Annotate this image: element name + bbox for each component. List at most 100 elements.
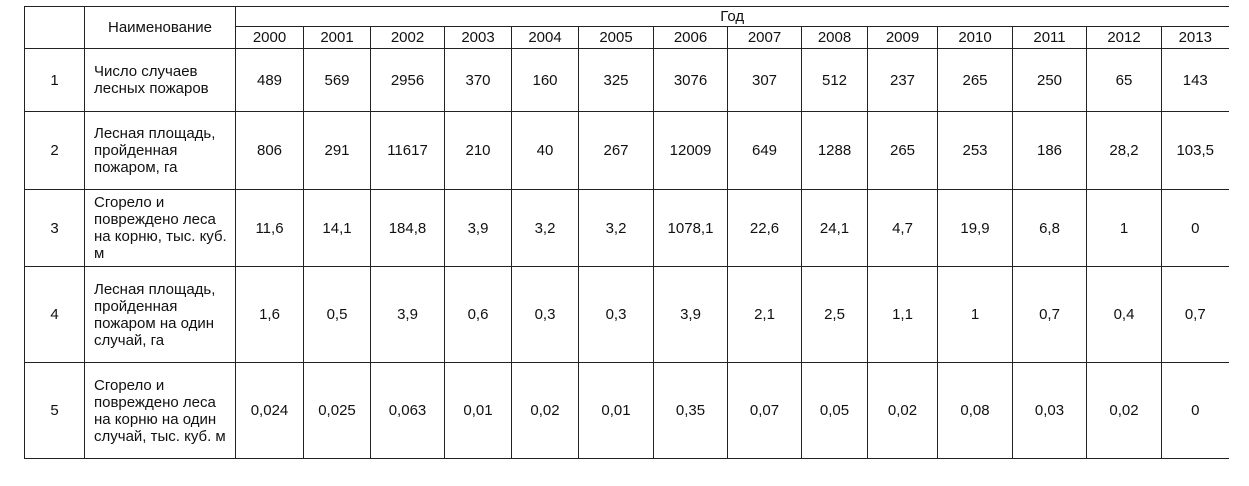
value-cell: 0,025 <box>303 362 371 459</box>
row-number: 2 <box>24 111 85 190</box>
value-cell: 0,02 <box>867 362 938 459</box>
year-header: 2007 <box>727 26 802 49</box>
year-header: 2010 <box>937 26 1013 49</box>
value-cell: 1 <box>1086 189 1162 267</box>
value-cell: 0,02 <box>1086 362 1162 459</box>
row-name: Сгорело и повреждено леса на корню, тыс.… <box>84 189 236 267</box>
value-cell: 210 <box>444 111 512 190</box>
value-cell: 0,5 <box>303 266 371 363</box>
value-cell: 0,01 <box>444 362 512 459</box>
row-name: Сгорело и повреждено леса на корню на од… <box>84 362 236 459</box>
value-cell: 1078,1 <box>653 189 728 267</box>
row-number: 3 <box>24 189 85 267</box>
index-header <box>24 6 85 49</box>
value-cell: 291 <box>303 111 371 190</box>
value-cell: 0,3 <box>511 266 579 363</box>
value-cell: 265 <box>937 48 1013 112</box>
value-cell: 24,1 <box>801 189 868 267</box>
row-name: Лесная площадь, пройденная пожаром на од… <box>84 266 236 363</box>
value-cell: 3076 <box>653 48 728 112</box>
table-row: 2 Лесная площадь, пройденная пожаром, га 8… <box>24 111 1229 190</box>
value-cell: 11,6 <box>235 189 304 267</box>
row-number: 1 <box>24 48 85 112</box>
value-cell: 0 <box>1161 362 1229 459</box>
value-cell: 3,2 <box>511 189 579 267</box>
value-cell: 0,07 <box>727 362 802 459</box>
value-cell: 370 <box>444 48 512 112</box>
year-header: 2006 <box>653 26 728 49</box>
year-header: 2013 <box>1161 26 1229 49</box>
year-header: 2005 <box>578 26 654 49</box>
value-cell: 6,8 <box>1012 189 1087 267</box>
value-cell: 4,7 <box>867 189 938 267</box>
value-cell: 250 <box>1012 48 1087 112</box>
name-header: Наименование <box>84 6 236 49</box>
year-group-header: Год <box>235 6 1229 27</box>
value-cell: 0,08 <box>937 362 1013 459</box>
value-cell: 307 <box>727 48 802 112</box>
year-header: 2004 <box>511 26 579 49</box>
value-cell: 267 <box>578 111 654 190</box>
years-header-row: 2000 2001 2002 2003 2004 2005 2006 2007 2008 2009… <box>25 26 1229 49</box>
value-cell: 40 <box>511 111 579 190</box>
year-header: 2012 <box>1086 26 1162 49</box>
value-cell: 2956 <box>370 48 445 112</box>
year-header: 2008 <box>801 26 868 49</box>
fire-statistics-table: Наименование Год 2000 2001 2002 2003 2004 200… <box>24 6 1229 459</box>
value-cell: 265 <box>867 111 938 190</box>
value-cell: 253 <box>937 111 1013 190</box>
value-cell: 1,6 <box>235 266 304 363</box>
year-header: 2011 <box>1012 26 1087 49</box>
value-cell: 14,1 <box>303 189 371 267</box>
year-header: 2001 <box>303 26 371 49</box>
value-cell: 3,9 <box>370 266 445 363</box>
value-cell: 0,7 <box>1161 266 1229 363</box>
value-cell: 649 <box>727 111 802 190</box>
value-cell: 0,4 <box>1086 266 1162 363</box>
value-cell: 1 <box>937 266 1013 363</box>
row-name: Лесная площадь, пройденная пожаром, га <box>84 111 236 190</box>
value-cell: 65 <box>1086 48 1162 112</box>
value-cell: 11617 <box>370 111 445 190</box>
value-cell: 237 <box>867 48 938 112</box>
value-cell: 0,063 <box>370 362 445 459</box>
value-cell: 2,5 <box>801 266 868 363</box>
value-cell: 0,03 <box>1012 362 1087 459</box>
value-cell: 2,1 <box>727 266 802 363</box>
value-cell: 0,35 <box>653 362 728 459</box>
value-cell: 569 <box>303 48 371 112</box>
value-cell: 19,9 <box>937 189 1013 267</box>
table-row: 1 Число случаев лесных пожаров 489 569 2956 3… <box>24 48 1229 112</box>
year-header: 2009 <box>867 26 938 49</box>
table-body: 1 Число случаев лесных пожаров 489 569 2956 3… <box>24 48 1229 459</box>
value-cell: 186 <box>1012 111 1087 190</box>
table-row: 3 Сгорело и повреждено леса на корню, тыс… <box>24 189 1229 267</box>
value-cell: 3,9 <box>444 189 512 267</box>
value-cell: 0,024 <box>235 362 304 459</box>
value-cell: 325 <box>578 48 654 112</box>
value-cell: 0,3 <box>578 266 654 363</box>
value-cell: 0,01 <box>578 362 654 459</box>
value-cell: 0,05 <box>801 362 868 459</box>
value-cell: 1288 <box>801 111 868 190</box>
value-cell: 512 <box>801 48 868 112</box>
value-cell: 1,1 <box>867 266 938 363</box>
value-cell: 3,9 <box>653 266 728 363</box>
year-header: 2002 <box>370 26 445 49</box>
value-cell: 0,7 <box>1012 266 1087 363</box>
value-cell: 12009 <box>653 111 728 190</box>
value-cell: 22,6 <box>727 189 802 267</box>
value-cell: 0,6 <box>444 266 512 363</box>
value-cell: 3,2 <box>578 189 654 267</box>
row-number: 4 <box>24 266 85 363</box>
value-cell: 0,02 <box>511 362 579 459</box>
value-cell: 160 <box>511 48 579 112</box>
value-cell: 0 <box>1161 189 1229 267</box>
value-cell: 184,8 <box>370 189 445 267</box>
table-row: 5 Сгорело и повреждено леса на корню на о… <box>24 362 1229 459</box>
value-cell: 103,5 <box>1161 111 1229 190</box>
year-header: 2000 <box>235 26 304 49</box>
value-cell: 143 <box>1161 48 1229 112</box>
table-row: 4 Лесная площадь, пройденная пожаром на о… <box>24 266 1229 363</box>
value-cell: 28,2 <box>1086 111 1162 190</box>
